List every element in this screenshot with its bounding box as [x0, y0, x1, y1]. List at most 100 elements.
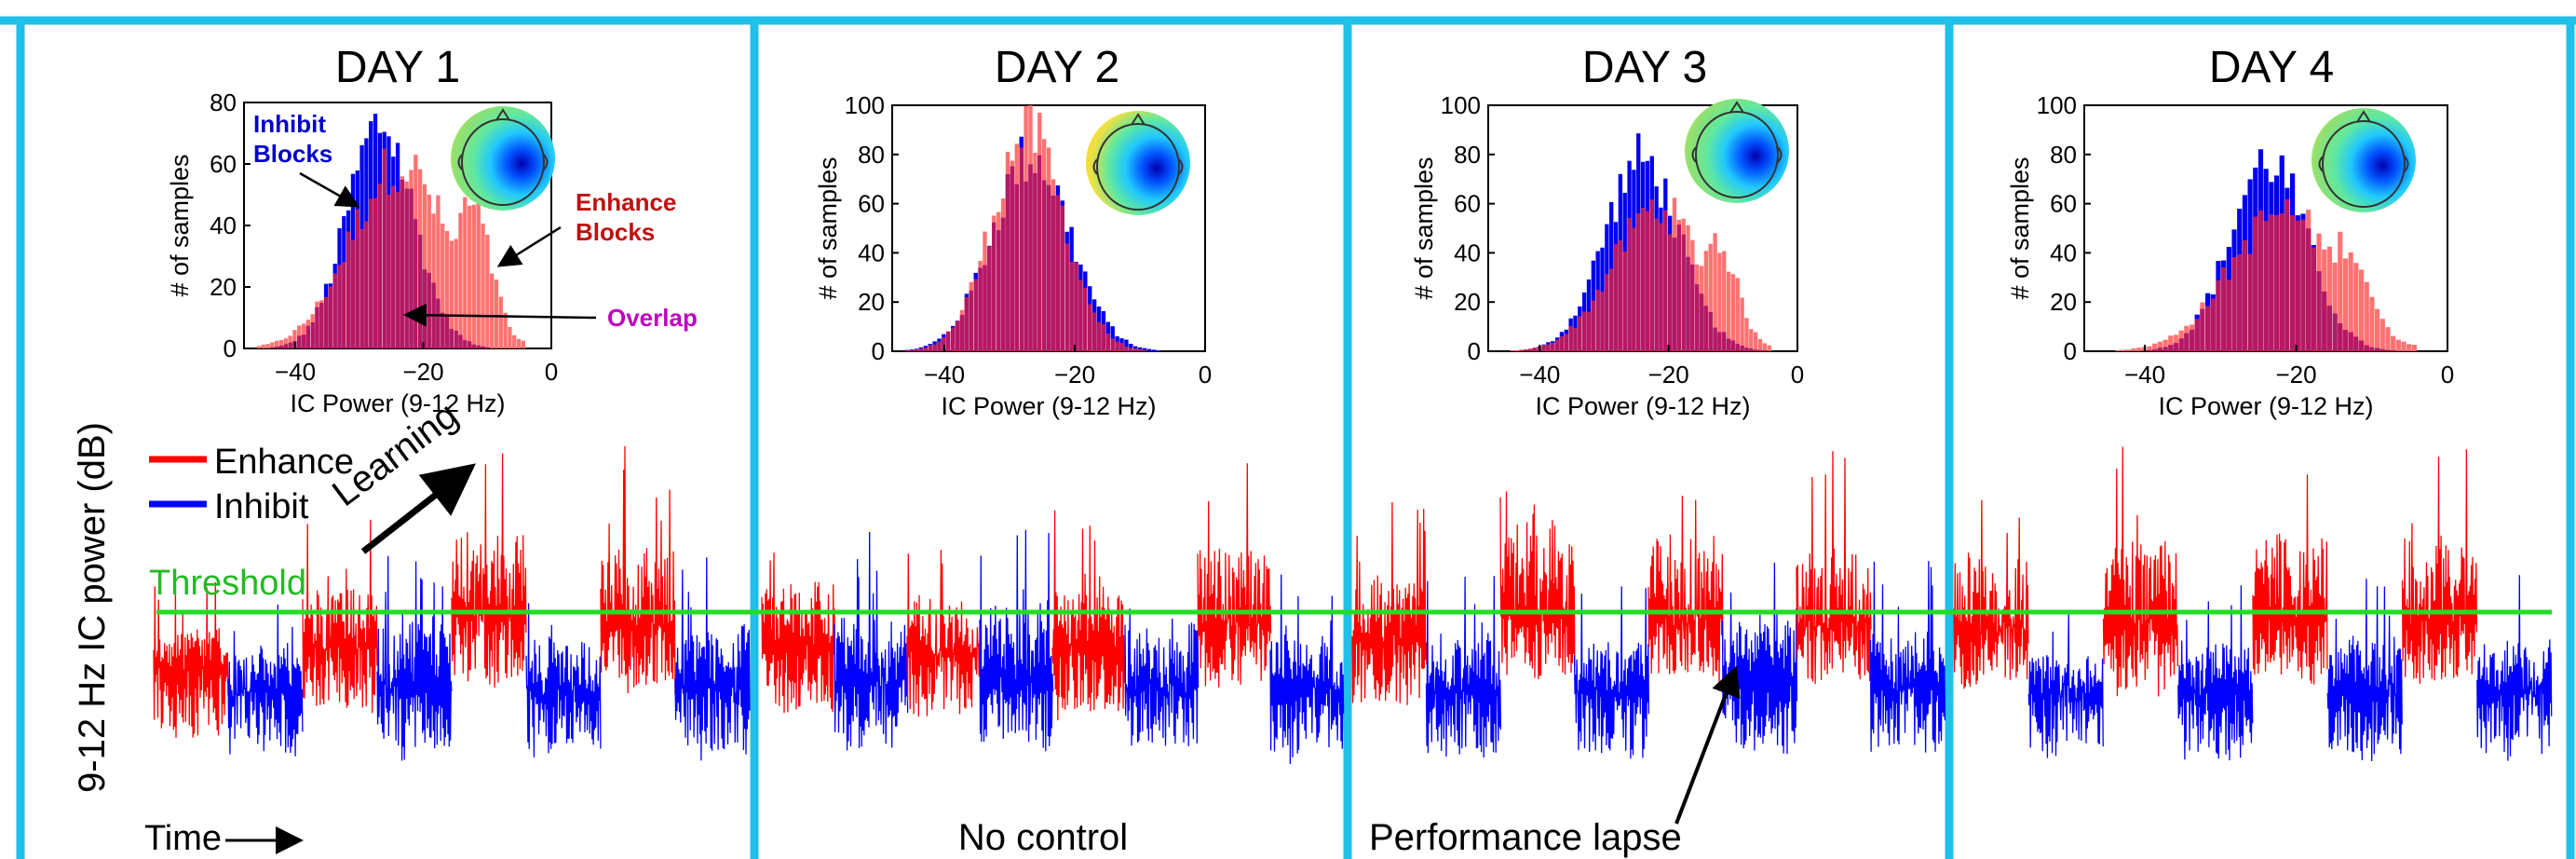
overlap-bar	[2375, 348, 2380, 351]
enhance-blocks-label-line2: Blocks	[576, 218, 655, 246]
overlap-bar	[2385, 349, 2391, 351]
enhance-trace-block	[1796, 451, 1872, 685]
day-2-histogram: −40 −20 0 0 20 40 60 80 100 IC Power (9-12 Hz) # o…	[814, 91, 1212, 420]
head-ear	[543, 154, 549, 170]
overlap-bar	[932, 344, 937, 351]
overlap-bar	[1753, 349, 1758, 351]
overlap-bar	[951, 327, 956, 351]
enhance-bar	[270, 342, 275, 348]
overlap-bar	[1000, 217, 1006, 351]
overlap-bar	[278, 345, 284, 348]
y-tick-label: 60	[2050, 190, 2077, 218]
overlap-bar	[2253, 216, 2258, 351]
inhibit-trace-block	[1721, 562, 1798, 755]
enhance-bar	[2121, 349, 2126, 351]
enhance-bar	[2152, 343, 2158, 351]
overlap-bar	[2205, 306, 2211, 351]
overlap-bar	[2342, 330, 2349, 351]
enhance-bar	[2342, 258, 2349, 351]
overlap-bar	[1105, 334, 1110, 351]
enhance-trace-block	[600, 445, 676, 695]
y-tick-label: 40	[2050, 239, 2077, 266]
overlap-bar	[275, 347, 279, 348]
overlap-bar	[973, 279, 978, 351]
x-axis-label: IC Power (9-12 Hz)	[1535, 392, 1750, 420]
enhance-bar	[2401, 341, 2407, 351]
enhance-bar	[2391, 335, 2396, 351]
inhibit-trace-block	[227, 604, 304, 757]
overlap-bar	[1640, 208, 1646, 351]
y-tick-label: 20	[2050, 288, 2077, 316]
enhance-bar	[454, 239, 458, 348]
overlap-bar	[1690, 264, 1695, 351]
inhibit-trace-block	[2177, 585, 2254, 761]
overlap-bar	[1676, 225, 1681, 351]
overlap-bar	[2391, 350, 2396, 351]
inhibit-trace-block	[1269, 574, 1345, 765]
enhance-bar	[458, 212, 463, 348]
overlap-bar	[355, 209, 359, 348]
overlap-bar	[427, 272, 431, 348]
enhance-bar	[498, 296, 503, 348]
enhance-bar	[265, 344, 270, 348]
head-nose	[495, 108, 510, 121]
overlap-bar	[315, 307, 319, 348]
overlap-bar	[1681, 234, 1686, 351]
overlap-bar	[373, 198, 378, 348]
overlap-bar	[942, 337, 946, 351]
overlap-bar	[1622, 252, 1627, 351]
overlap-bar	[905, 350, 910, 351]
enhance-bar	[516, 338, 522, 348]
overlap-bar	[2257, 210, 2264, 351]
enhance-bar	[1753, 332, 1758, 351]
overlap-bar	[1060, 205, 1064, 351]
overlap-bar	[2168, 345, 2174, 351]
day-1-histogram: −40 −20 0 0 20 40 60 80 IC Power (9-12 Hz) # of s…	[166, 89, 558, 417]
enhance-bar	[441, 224, 445, 348]
inhibit-bar	[1110, 326, 1115, 351]
enhance-bar	[422, 184, 427, 348]
scalp-map	[1086, 111, 1190, 215]
y-tick-label: 60	[210, 150, 237, 178]
y-tick-label: 20	[1454, 288, 1481, 316]
day-4-histogram: −40 −20 0 0 20 40 60 80 100 IC Power (9-12 Hz) # o…	[2006, 91, 2454, 420]
overlap-bar	[476, 345, 481, 348]
overlap-bar	[377, 184, 382, 348]
enhance-bar	[2358, 269, 2365, 351]
enhance-bar	[1713, 233, 1717, 351]
y-tick-label: 40	[1454, 239, 1481, 266]
y-axis-label: # of samples	[1410, 157, 1438, 299]
overlap-bar	[1042, 180, 1047, 351]
enhance-bar	[494, 280, 499, 348]
head-ear	[2318, 156, 2324, 172]
time-label: Time	[144, 819, 222, 858]
overlap-bar	[1627, 218, 1632, 351]
legend-inhibit-label: Inhibit	[214, 487, 309, 526]
enhance-bar	[2115, 349, 2121, 351]
overlap-bar	[955, 320, 960, 351]
x-tick-label: 0	[545, 358, 558, 386]
y-tick-label: 100	[1441, 91, 1481, 119]
y-tick-label: 20	[210, 273, 237, 301]
overlap-bar	[1519, 349, 1524, 351]
overlap-bar	[969, 290, 973, 351]
enhance-bar	[2385, 327, 2391, 351]
enhance-bar	[463, 197, 468, 348]
overlap-bar	[1129, 348, 1133, 351]
overlap-bar	[1074, 262, 1078, 351]
enhance-trace-block	[2102, 446, 2179, 697]
overlap-bar	[2369, 347, 2375, 351]
inhibit-trace-block	[834, 531, 909, 751]
overlap-bar	[2358, 340, 2365, 351]
enhance-bar	[2348, 252, 2353, 351]
threshold-label: Threshold	[149, 564, 306, 603]
x-axis-label: IC Power (9-12 Hz)	[941, 392, 1156, 420]
inhibit-blocks-label-line1: Inhibit	[253, 110, 326, 138]
overlap-bar	[1735, 344, 1740, 351]
inhibit-trace-block	[2476, 575, 2553, 761]
enhance-bar	[2131, 348, 2136, 351]
x-tick-label: −40	[1519, 361, 1560, 389]
overlap-bar	[441, 312, 445, 348]
overlap-bar	[2184, 333, 2190, 351]
overlap-bar	[391, 185, 396, 348]
